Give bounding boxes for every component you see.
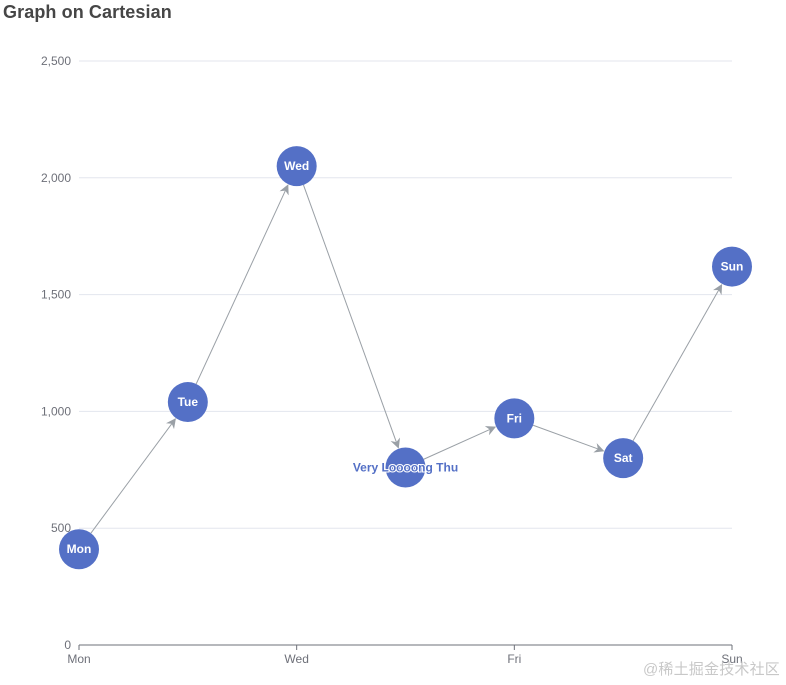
y-tick-label: 0 [64, 638, 71, 652]
graph-node [276, 146, 317, 187]
y-tick-label: 1,500 [41, 288, 71, 302]
watermark-text: @稀土掘金技术社区 [642, 661, 780, 678]
x-tick-label: Fri [507, 652, 521, 666]
edge-arrow [90, 418, 176, 534]
grid-lines [79, 60, 732, 529]
node-label: Sat [614, 451, 633, 465]
chart-title: Graph on Cartesian [3, 2, 172, 22]
y-tick-label: 2,500 [41, 54, 71, 68]
x-tick-label: Sun [721, 652, 742, 666]
graph-node [712, 246, 752, 287]
edge-arrow [195, 184, 289, 385]
node-label: Fri [507, 411, 522, 425]
node-labels: Mon Tue Wed Very Loooong Thu Fri Sat Sun [67, 159, 744, 556]
nodes [59, 146, 752, 570]
edge-arrow [302, 184, 401, 449]
edge-arrow [423, 426, 497, 460]
axes: 0 500 1,000 1,500 2,000 2,500 Mon Wed Fri Sun [41, 54, 743, 666]
node-label: Sun [721, 260, 744, 274]
x-tick-label: Mon [67, 652, 90, 666]
y-tick-label: 1,000 [41, 404, 71, 418]
node-label: Tue [178, 395, 199, 409]
graph-node [59, 529, 99, 570]
edge-arrow [532, 424, 605, 453]
graph-node [494, 398, 535, 439]
graph-node [167, 382, 208, 423]
node-label: Wed [284, 159, 309, 173]
node-label: Mon [67, 542, 92, 556]
node-label: Very Loooong Thu [353, 460, 458, 474]
y-tick-label: 500 [51, 521, 71, 535]
graph-node [385, 447, 426, 488]
edge-arrow [632, 283, 723, 441]
edges [90, 184, 723, 534]
x-tick-label: Wed [284, 652, 308, 666]
y-tick-label: 2,000 [41, 171, 71, 185]
graph-node [603, 438, 644, 479]
